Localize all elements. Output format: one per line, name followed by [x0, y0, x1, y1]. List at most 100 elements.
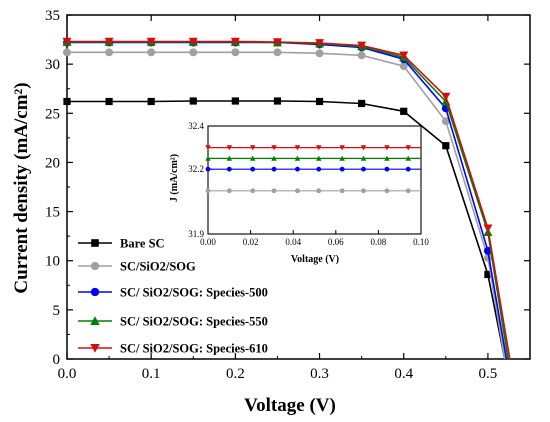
legend-item-1: SC/SiO2/SOG	[78, 260, 196, 274]
inset-x-axis-title: Voltage (V)	[291, 254, 339, 265]
inset-data-point	[271, 155, 277, 161]
inset-data-point	[316, 155, 322, 161]
y-tick-label: 30	[45, 57, 60, 73]
data-point	[231, 48, 240, 57]
data-point	[105, 48, 114, 57]
legend-label: Bare SC	[120, 237, 165, 251]
inset-data-point	[295, 188, 300, 194]
inset-x-tick-label: 0.04	[285, 237, 301, 247]
x-tick-label: 0.2	[226, 366, 245, 382]
inset-plot: 0.00 0.02 0.04 0.06 0.08 0.10 31.9 32.2 32.4	[188, 121, 429, 247]
inset-data-point	[339, 188, 345, 194]
data-point	[315, 39, 325, 48]
inset-data-point	[339, 166, 345, 172]
inset-data-point	[205, 145, 211, 151]
data-point	[315, 97, 324, 106]
inset-series-1	[205, 166, 421, 172]
x-axis-title: Voltage (V)	[244, 395, 336, 416]
legend-label: SC/ SiO2/SOG: Species-610	[120, 342, 268, 356]
inset-data-point	[205, 155, 211, 161]
data-point	[358, 99, 366, 108]
data-point	[189, 48, 198, 57]
data-point	[272, 38, 282, 47]
legend-item-2: SC/ SiO2/SOG: Species-500	[78, 286, 268, 300]
series-0	[63, 97, 506, 360]
y-tick-label: 25	[45, 106, 60, 122]
inset-y-tick-label: 32.4	[188, 121, 204, 131]
inset-x-tick-label: 0.02	[243, 237, 259, 247]
series-line	[67, 51, 506, 360]
inset-data-point	[405, 188, 411, 194]
inset-data-point	[339, 145, 345, 151]
legend-item-3: SC/ SiO2/SOG: Species-550	[78, 315, 268, 329]
data-point	[399, 62, 408, 71]
data-point	[188, 37, 198, 47]
series-line	[67, 40, 511, 360]
series-line	[67, 100, 506, 360]
data-point	[63, 48, 71, 57]
y-tick-label: 10	[45, 254, 60, 270]
series-4	[62, 37, 511, 360]
legend-swatch-marker	[90, 261, 100, 271]
data-point	[400, 107, 408, 115]
inset-data-point	[361, 166, 366, 172]
inset-x-tick-label: 0.08	[371, 237, 387, 247]
data-point	[442, 142, 450, 150]
inset-data-point	[271, 166, 277, 172]
inset-data-point	[339, 155, 345, 161]
series-1	[63, 48, 506, 360]
inset-data-point	[294, 145, 301, 151]
data-point	[357, 41, 367, 50]
inset-series-2	[205, 155, 421, 161]
x-tick-label: 0.0	[58, 366, 77, 382]
inset-frame	[207, 125, 422, 235]
data-point	[104, 37, 114, 47]
inset-data-point	[295, 166, 300, 172]
data-point	[231, 97, 239, 105]
y-tick-label: 15	[45, 205, 60, 221]
data-point	[147, 48, 156, 57]
data-point	[441, 117, 450, 126]
legend-label: SC/ SiO2/SOG: Species-550	[120, 315, 268, 329]
main-plot: 0.0 0.1 0.2 0.3 0.4 0.5 0 5 10 15 20 25 30 35	[45, 8, 531, 382]
y-tick-label: 20	[45, 155, 60, 171]
data-point	[273, 48, 282, 57]
inset-data-point	[249, 145, 256, 151]
x-tick-label: 0.4	[394, 366, 413, 382]
data-point	[230, 37, 240, 47]
inset-data-point	[249, 155, 256, 161]
inset-data-point	[250, 188, 256, 194]
legend-item-0: Bare SC	[78, 237, 165, 251]
data-point	[62, 37, 72, 47]
inset-data-point	[405, 166, 411, 172]
inset-y-axis-title: J (mA/cm²)	[169, 154, 180, 202]
inset-data-point	[205, 166, 211, 172]
y-tick-label: 5	[53, 303, 61, 319]
legend: Bare SC SC/SiO2/SOG SC/ SiO2/SOG: Species-…	[78, 237, 268, 356]
inset-data-point	[384, 188, 390, 194]
inset-x-tick-label: 0.10	[413, 237, 429, 247]
legend-label: SC/ SiO2/SOG: Species-500	[120, 286, 268, 300]
legend-swatch-marker	[90, 343, 100, 353]
data-point	[315, 49, 324, 58]
inset-x-tick-label: 0.00	[200, 237, 216, 247]
data-point	[146, 37, 156, 47]
data-point	[484, 270, 492, 279]
inset-data-point	[226, 188, 232, 194]
data-point	[105, 97, 113, 106]
y-tick-label: 0	[53, 352, 61, 368]
legend-swatch-marker	[90, 316, 100, 326]
y-axis-title: Current density (mA/cm²)	[11, 82, 32, 293]
inset-data-point	[316, 145, 322, 151]
data-point	[63, 97, 71, 106]
legend-swatch-marker	[90, 287, 100, 297]
inset-data-point	[405, 155, 411, 161]
inset-data-point	[405, 145, 411, 151]
inset-data-point	[226, 145, 233, 151]
data-point	[441, 92, 451, 102]
inset-data-point	[271, 145, 277, 151]
inset-data-point	[360, 155, 367, 161]
x-tick-label: 0.5	[479, 366, 498, 382]
inset-data-point	[226, 155, 233, 161]
